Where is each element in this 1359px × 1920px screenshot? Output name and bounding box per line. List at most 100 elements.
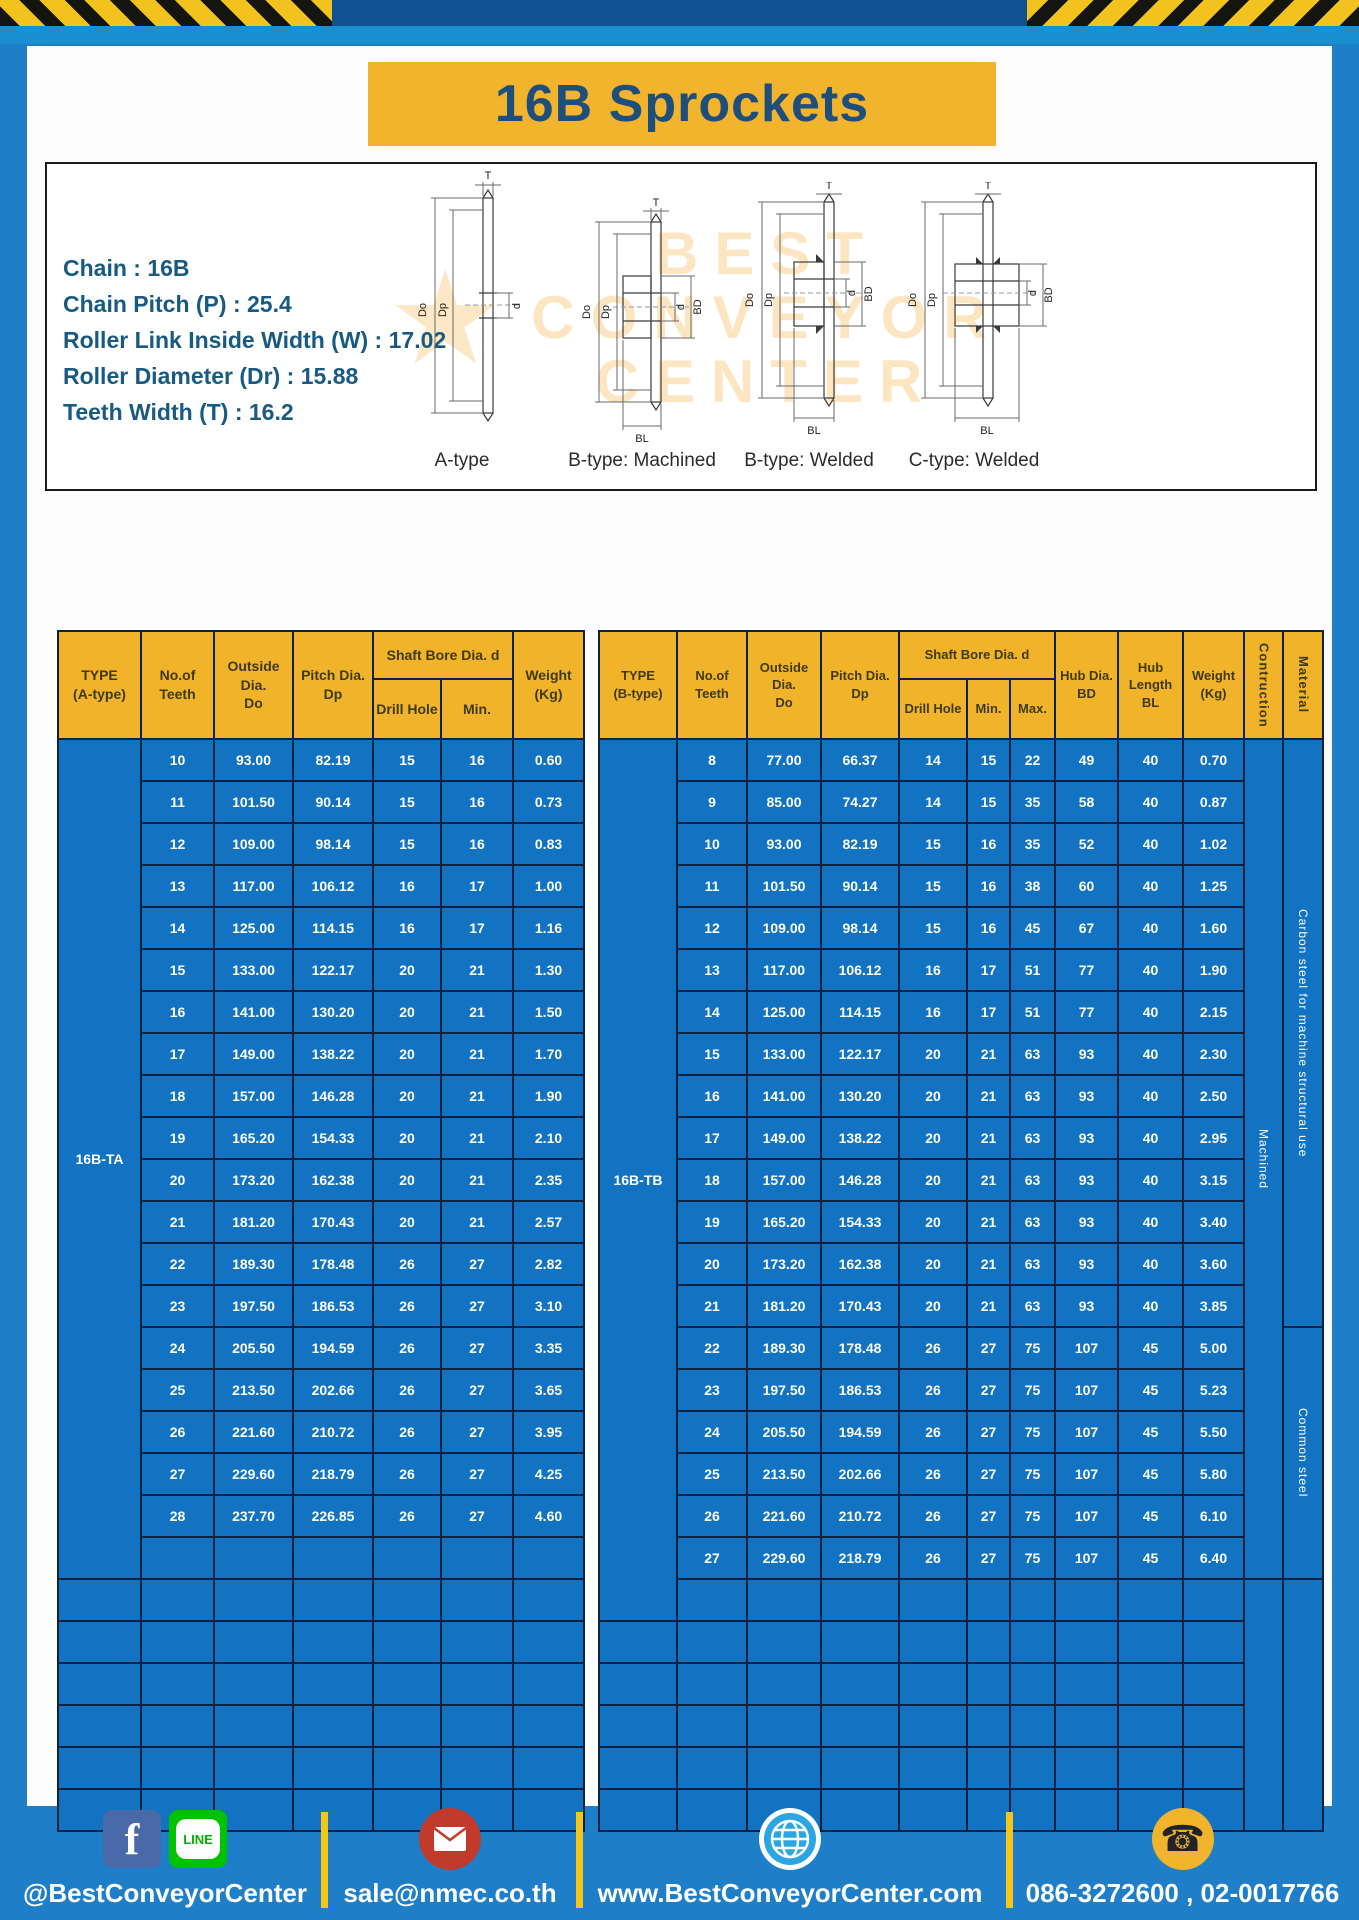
table-a-empty-row <box>57 1578 586 1622</box>
table-cell: 27 <box>439 1368 515 1412</box>
table-cell: 197.50 <box>213 1284 294 1328</box>
table-cell: 202.66 <box>820 1452 900 1496</box>
empty-cell <box>1009 1788 1056 1832</box>
table-cell: 157.00 <box>746 1158 822 1202</box>
svg-text:d: d <box>511 303 523 309</box>
table-cell: 1.00 <box>512 864 586 908</box>
hazard-stripes-left <box>0 0 332 26</box>
empty-cell <box>1182 1662 1245 1706</box>
table-a-body: 16B-TA 10 93.00 82.19 15 16 0.60 11 101.50 90.14 1… <box>57 738 586 1832</box>
table-cell: 20 <box>140 1158 215 1202</box>
table-cell: 40 <box>1117 1116 1184 1160</box>
table-cell: 21 <box>439 1116 515 1160</box>
spec-line-roller-width: Roller Link Inside Width (W) : 17.02 <box>63 327 447 353</box>
empty-cell <box>140 1746 215 1790</box>
table-cell: 26 <box>898 1452 968 1496</box>
table-cell: 45 <box>1117 1536 1184 1580</box>
table-cell: 197.50 <box>746 1368 822 1412</box>
table-cell: 194.59 <box>292 1326 374 1370</box>
header-max: Max. <box>1009 678 1056 740</box>
table-cell: 20 <box>372 990 442 1034</box>
table-b-row: 11 101.50 90.14 15 16 38 60 40 1.25 <box>599 864 1323 908</box>
table-cell: 15 <box>372 780 442 824</box>
table-cell: 40 <box>1117 1242 1184 1286</box>
table-a-row: 15 133.00 122.17 20 21 1.30 <box>58 948 586 992</box>
table-a-row: 13 117.00 106.12 16 17 1.00 <box>58 864 586 908</box>
table-cell: 93 <box>1054 1074 1119 1118</box>
table-cell: 2.10 <box>512 1116 586 1160</box>
table-cell: 75 <box>1009 1410 1056 1454</box>
table-cell: 20 <box>676 1242 748 1286</box>
table-cell: 24 <box>676 1410 748 1454</box>
empty-cell <box>213 1746 294 1790</box>
empty-cell <box>439 1536 515 1580</box>
table-cell: 22 <box>140 1242 215 1286</box>
empty-cell <box>1054 1662 1119 1706</box>
table-cell: 40 <box>1117 990 1184 1034</box>
empty-cell <box>439 1746 515 1790</box>
table-b-row: 20 173.20 162.38 20 21 63 93 40 3.60 <box>599 1242 1323 1286</box>
table-cell: 133.00 <box>213 948 294 992</box>
table-cell: 40 <box>1117 822 1184 866</box>
table-cell: 27 <box>439 1326 515 1370</box>
table-cell: 21 <box>439 948 515 992</box>
table-cell: 15 <box>372 822 442 866</box>
table-cell: 63 <box>1009 1200 1056 1244</box>
table-cell: 26 <box>372 1410 442 1454</box>
svg-text:T: T <box>985 182 992 192</box>
table-cell: 16 <box>439 780 515 824</box>
table-cell: 125.00 <box>746 990 822 1034</box>
sprocket-table-b-type: TYPE (B-type) No.of Teeth Outside Dia. D… <box>598 630 1324 1832</box>
table-cell: 1.25 <box>1182 864 1245 908</box>
header-construction: Contruction <box>1243 630 1284 740</box>
table-cell: 21 <box>439 1032 515 1076</box>
table-cell: 15 <box>898 822 968 866</box>
table-cell: 98.14 <box>820 906 900 950</box>
table-cell: 15 <box>966 738 1011 782</box>
empty-cell <box>292 1788 374 1832</box>
empty-cell <box>140 1662 215 1706</box>
table-cell: 93 <box>1054 1032 1119 1076</box>
table-cell: 2.30 <box>1182 1032 1245 1076</box>
table-cell: 237.70 <box>213 1494 294 1538</box>
table-cell: 6.10 <box>1182 1494 1245 1538</box>
empty-cell <box>898 1620 968 1664</box>
table-b-empty-row <box>599 1578 1324 1832</box>
table-cell: 0.83 <box>512 822 586 866</box>
empty-cell <box>746 1704 822 1748</box>
table-cell: 26 <box>372 1242 442 1286</box>
table-cell: 93 <box>1054 1242 1119 1286</box>
svg-text:Dp: Dp <box>763 293 775 307</box>
table-cell: 27 <box>439 1284 515 1328</box>
drawing-b-type-welded: T Do Dp d BD BL <box>744 182 875 437</box>
table-cell: 107 <box>1054 1410 1119 1454</box>
table-b-row: 18 157.00 146.28 20 21 63 93 40 3.15 <box>599 1158 1323 1202</box>
table-cell: 11 <box>676 864 748 908</box>
empty-cell <box>1054 1788 1119 1832</box>
empty-cell <box>439 1578 515 1622</box>
table-cell: 1.70 <box>512 1032 586 1076</box>
table-cell: 5.00 <box>1182 1326 1245 1370</box>
svg-text:T: T <box>485 170 492 182</box>
table-cell: 189.30 <box>746 1326 822 1370</box>
table-cell: 2.15 <box>1182 990 1245 1034</box>
empty-cell <box>598 1788 678 1832</box>
table-cell: 170.43 <box>292 1200 374 1244</box>
table-cell: 51 <box>1009 948 1056 992</box>
table-cell: 2.82 <box>512 1242 586 1286</box>
table-b-type-cell: 16B-TB <box>598 738 678 1622</box>
table-cell: 20 <box>898 1284 968 1328</box>
table-cell: 63 <box>1009 1074 1056 1118</box>
table-cell: 170.43 <box>820 1284 900 1328</box>
table-cell: 0.60 <box>512 738 586 782</box>
header-hub-dia: Hub Dia. BD <box>1054 630 1119 740</box>
empty-cell <box>292 1662 374 1706</box>
svg-text:Do: Do <box>744 293 756 307</box>
table-a-header: TYPE (A-type) No.of Teeth Outside Dia. D… <box>57 630 586 740</box>
spec-line-chain: Chain : 16B <box>63 255 190 281</box>
header-weight: Weight (Kg) <box>512 630 586 740</box>
empty-cell <box>512 1704 586 1748</box>
table-cell: 77 <box>1054 948 1119 992</box>
table-cell: 23 <box>676 1368 748 1412</box>
table-cell: 14 <box>898 738 968 782</box>
